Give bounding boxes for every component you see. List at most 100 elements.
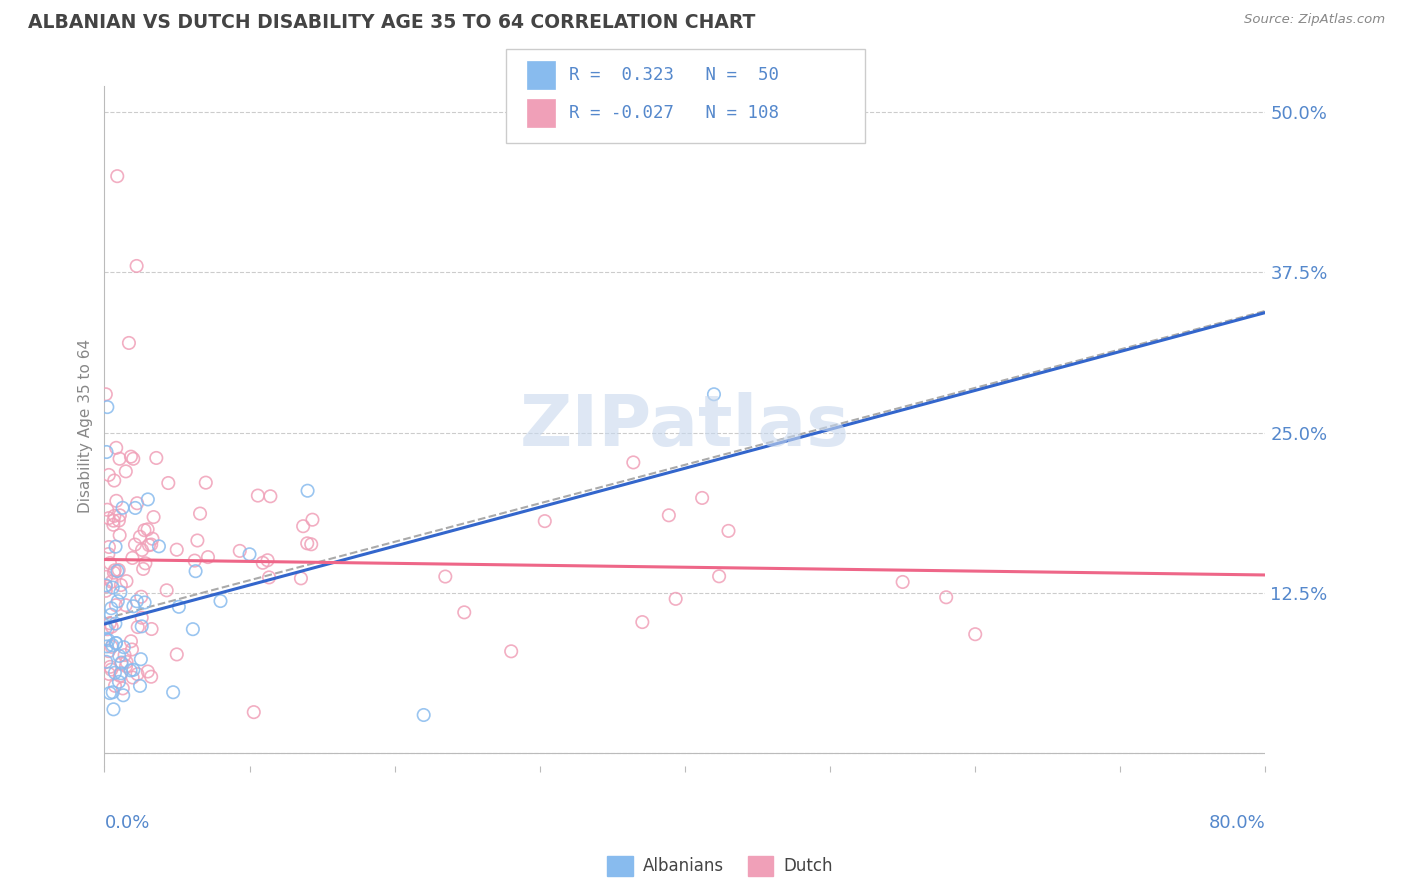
- Point: [121, 671, 143, 685]
- Point: [108, 648, 131, 663]
- Point: [134, 556, 156, 570]
- Point: [97, 547, 120, 561]
- Point: [501, 644, 523, 658]
- Point: [453, 605, 475, 619]
- Text: Dutch: Dutch: [783, 857, 832, 875]
- Point: [127, 667, 149, 681]
- Point: [120, 450, 142, 464]
- Point: [104, 665, 127, 680]
- Point: [621, 455, 644, 469]
- Point: [96, 622, 118, 636]
- Point: [105, 564, 128, 578]
- Point: [94, 583, 117, 598]
- Point: [103, 474, 125, 488]
- Point: [114, 648, 136, 662]
- Point: [194, 475, 217, 490]
- Point: [108, 528, 131, 542]
- Point: [252, 556, 274, 570]
- Point: [162, 685, 184, 699]
- Point: [658, 508, 681, 523]
- Point: [100, 663, 122, 677]
- Point: [131, 619, 153, 633]
- Point: [246, 489, 269, 503]
- Point: [290, 571, 312, 585]
- Point: [129, 652, 152, 666]
- Point: [98, 667, 121, 681]
- Point: [242, 705, 264, 719]
- Point: [157, 476, 180, 491]
- Text: ZIPatlas: ZIPatlas: [520, 392, 851, 461]
- Point: [120, 664, 142, 678]
- Point: [122, 451, 145, 466]
- Point: [103, 566, 125, 580]
- Point: [167, 599, 190, 614]
- Point: [129, 530, 152, 544]
- Point: [108, 508, 131, 523]
- Point: [96, 640, 118, 654]
- Point: [292, 519, 315, 533]
- Point: [122, 599, 145, 614]
- Point: [434, 569, 457, 583]
- Point: [125, 259, 148, 273]
- Point: [134, 523, 156, 537]
- Point: [124, 538, 146, 552]
- Point: [131, 543, 153, 558]
- Text: 0.0%: 0.0%: [104, 814, 150, 832]
- Point: [141, 532, 163, 546]
- Point: [301, 513, 323, 527]
- Point: [127, 496, 149, 510]
- Point: [297, 483, 319, 498]
- Point: [96, 400, 118, 414]
- Point: [108, 669, 131, 683]
- Point: [98, 616, 121, 631]
- Point: [100, 640, 122, 654]
- Point: [166, 542, 188, 557]
- Point: [104, 636, 127, 650]
- Point: [142, 510, 165, 524]
- Point: [110, 585, 132, 599]
- Point: [717, 524, 740, 538]
- Point: [103, 517, 125, 532]
- Point: [121, 550, 143, 565]
- Point: [259, 489, 281, 503]
- Text: Albanians: Albanians: [643, 857, 724, 875]
- Point: [105, 636, 128, 650]
- Point: [141, 670, 163, 684]
- Point: [533, 514, 555, 528]
- Point: [107, 563, 129, 577]
- Point: [132, 562, 155, 576]
- Point: [94, 387, 117, 401]
- Point: [138, 538, 160, 552]
- Point: [965, 627, 987, 641]
- Point: [105, 493, 128, 508]
- Point: [100, 574, 122, 589]
- Point: [257, 570, 280, 584]
- Point: [114, 598, 136, 612]
- Point: [96, 570, 118, 584]
- Point: [141, 537, 163, 551]
- Point: [703, 387, 725, 401]
- Point: [108, 451, 131, 466]
- Point: [690, 491, 713, 505]
- Point: [122, 663, 145, 677]
- Point: [101, 638, 124, 652]
- Point: [103, 702, 125, 716]
- Point: [111, 681, 134, 696]
- Point: [97, 467, 120, 482]
- Point: [101, 685, 124, 699]
- Point: [111, 500, 134, 515]
- Point: [103, 514, 125, 528]
- Point: [631, 615, 654, 629]
- Point: [114, 464, 136, 478]
- Point: [141, 622, 163, 636]
- Point: [97, 633, 120, 648]
- Text: R = -0.027   N = 108: R = -0.027 N = 108: [569, 104, 779, 122]
- Point: [299, 537, 322, 551]
- Point: [229, 544, 252, 558]
- Point: [94, 578, 117, 592]
- Point: [115, 659, 138, 673]
- Point: [94, 632, 117, 646]
- Text: 80.0%: 80.0%: [1209, 814, 1265, 832]
- Point: [108, 674, 131, 689]
- Y-axis label: Disability Age 35 to 64: Disability Age 35 to 64: [79, 339, 93, 514]
